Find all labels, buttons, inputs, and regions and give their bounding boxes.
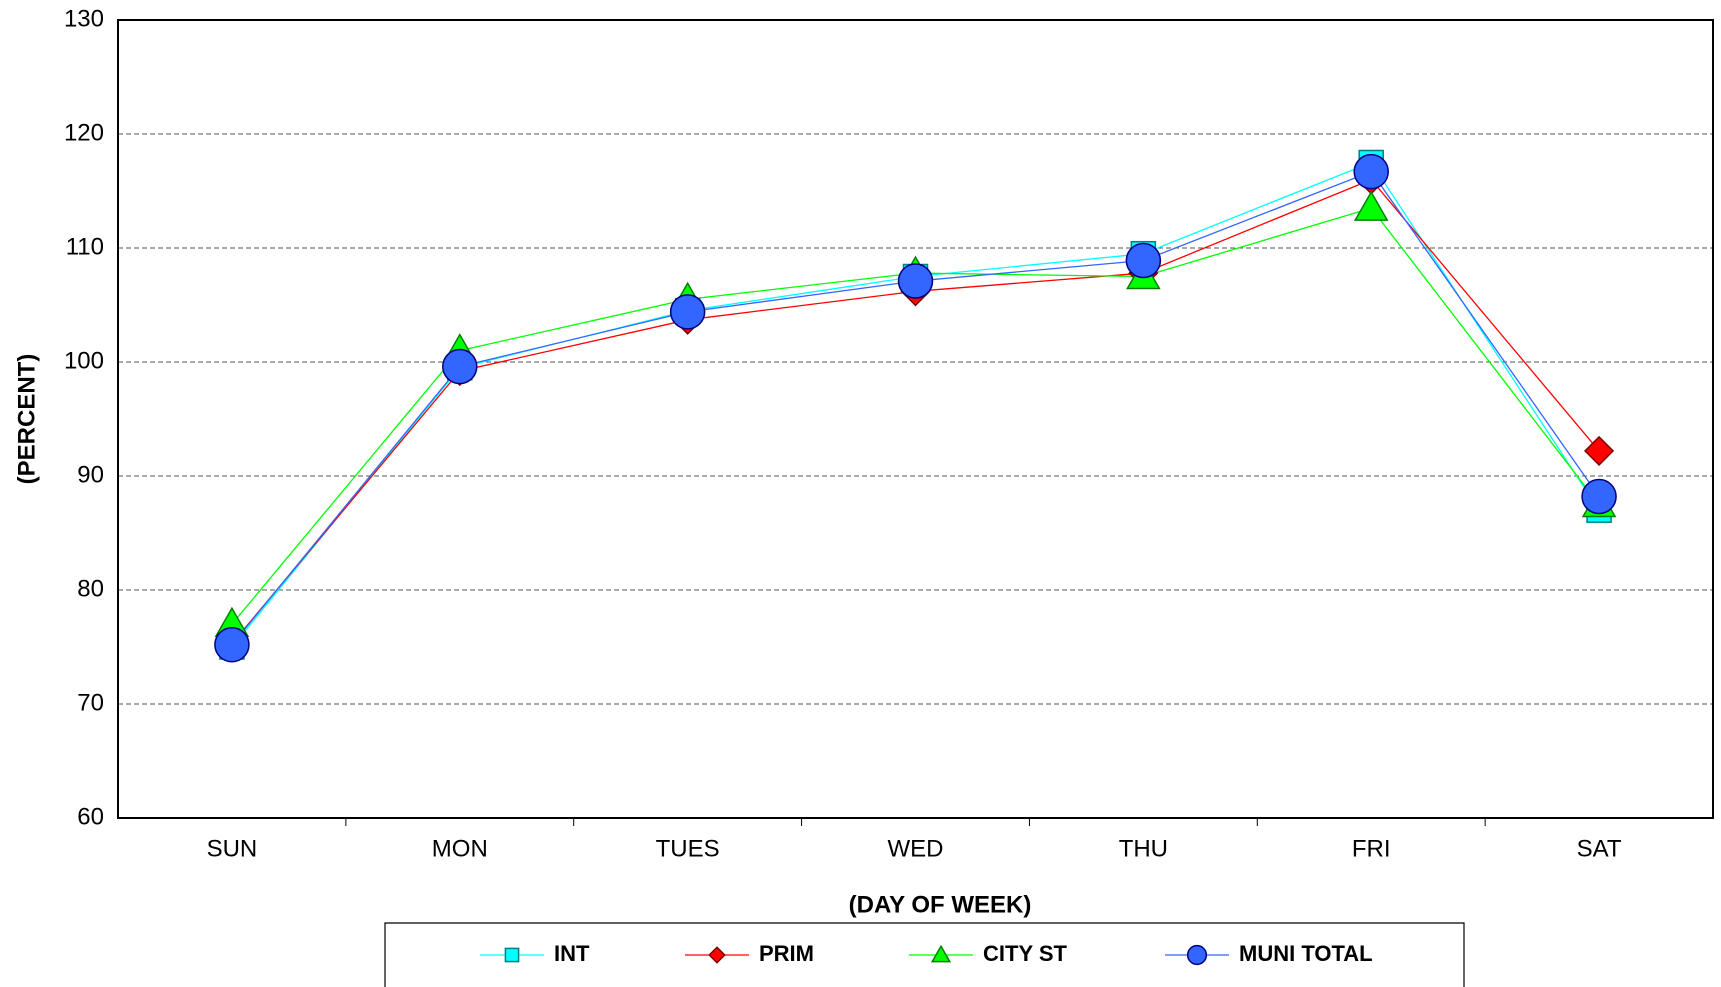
data-point (1125, 242, 1162, 279)
legend-label: CITY ST (983, 941, 1068, 966)
data-point (669, 294, 706, 330)
series-line (231, 178, 1600, 644)
x-tick-label: THU (1119, 835, 1168, 862)
series-line (231, 170, 1600, 646)
y-tick-label: 110 (66, 233, 104, 260)
plot-frame (117, 19, 1714, 819)
x-tick-label: FRI (1352, 835, 1391, 862)
legend-marker (504, 947, 520, 963)
data-point (1584, 435, 1615, 466)
y-tick-label: 100 (64, 347, 104, 374)
x-tick-label: SAT (1577, 835, 1622, 862)
y-axis-label: (PERCENT) (13, 354, 40, 485)
data-point (897, 263, 934, 299)
x-tick-label: TUES (656, 835, 720, 862)
legend-marker (708, 946, 726, 964)
y-tick-label: 70 (77, 689, 104, 716)
legend-label: PRIM (759, 941, 814, 966)
data-point (442, 348, 478, 385)
data-point (1353, 153, 1389, 190)
x-tick-label: SUN (207, 835, 258, 862)
y-tick-label: 90 (77, 461, 104, 488)
x-tick-label: MON (432, 835, 488, 862)
data-point (1353, 190, 1389, 221)
y-tick-label: 120 (64, 119, 104, 146)
data-point (1581, 478, 1617, 515)
series-line (231, 161, 1600, 648)
y-tick-label: 130 (64, 5, 104, 32)
legend-marker (1186, 944, 1208, 966)
x-axis-label: (DAY OF WEEK) (849, 891, 1032, 918)
y-tick-label: 80 (77, 575, 104, 602)
legend-box (384, 922, 1465, 987)
legend-label: MUNI TOTAL (1239, 941, 1373, 966)
y-tick-label: 60 (77, 803, 104, 830)
legend-label: INT (554, 941, 590, 966)
legend-marker (930, 944, 952, 963)
x-tick-label: WED (888, 835, 944, 862)
data-point (214, 626, 250, 663)
